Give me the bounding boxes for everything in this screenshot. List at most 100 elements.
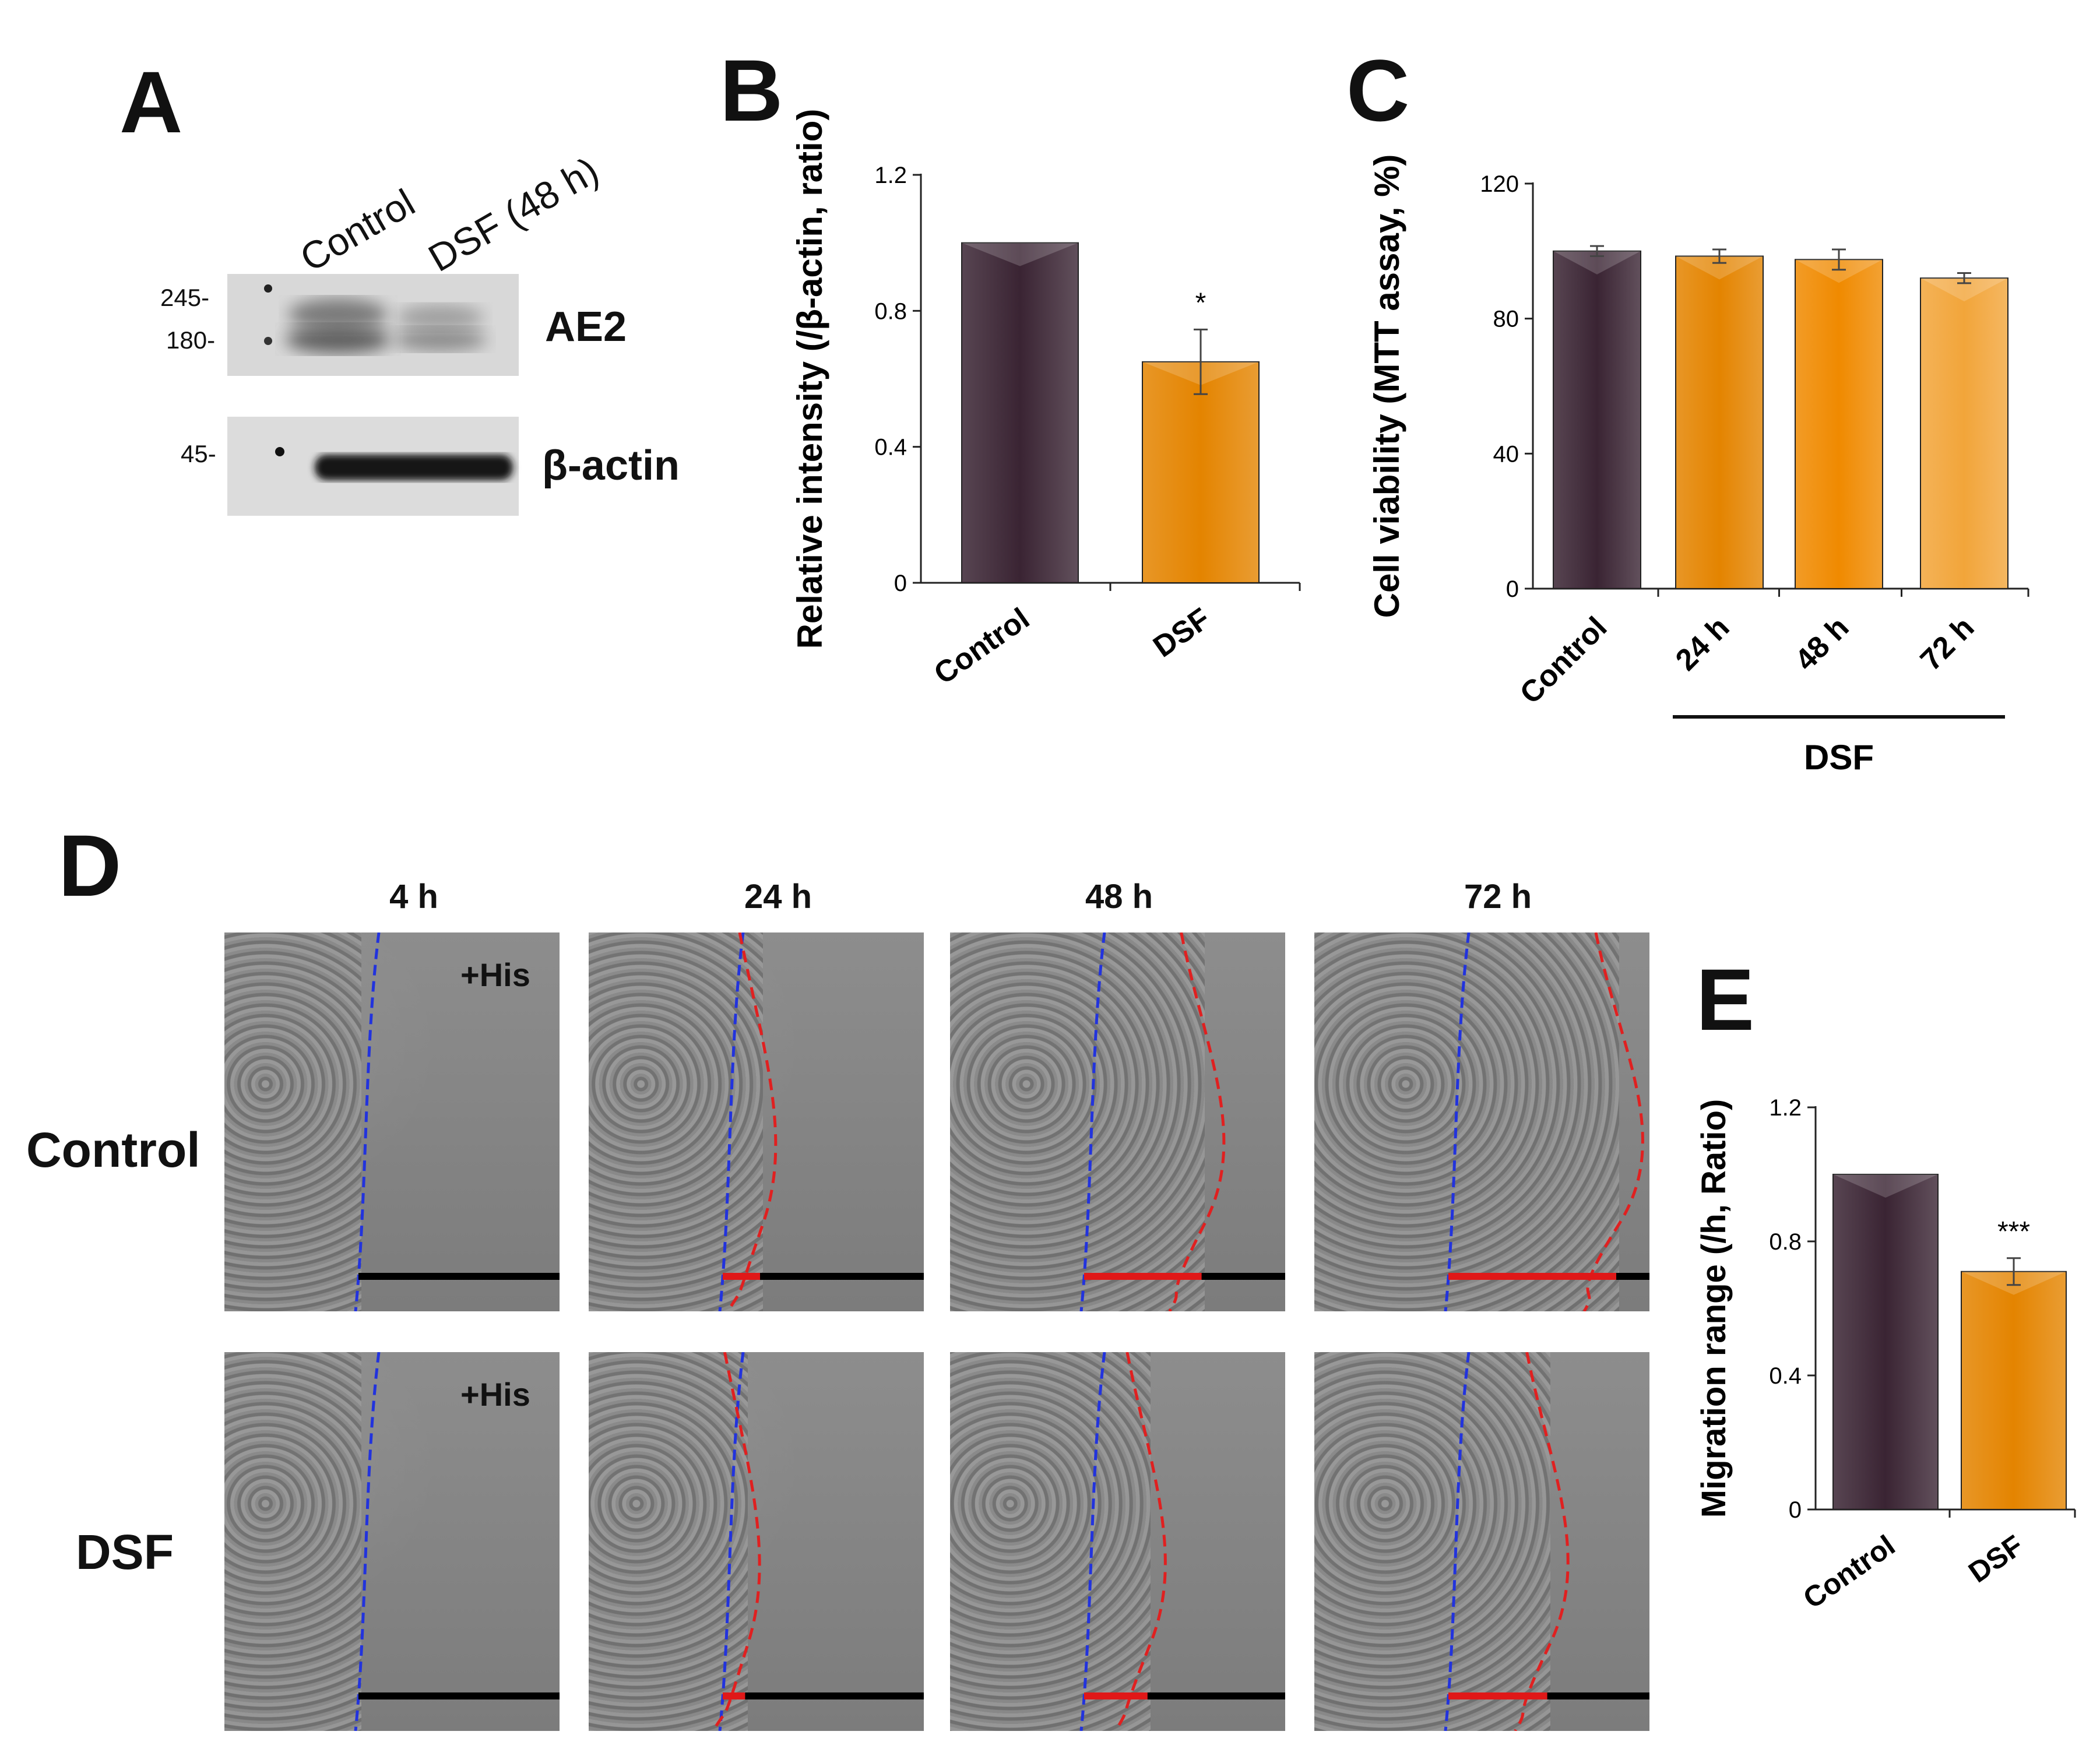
y-tick-label: 0.8 bbox=[874, 298, 907, 324]
start-edge-line bbox=[718, 932, 745, 1311]
time-header-72h: 72 h bbox=[1464, 878, 1532, 916]
wound-overlay bbox=[712, 1352, 924, 1731]
bar bbox=[1142, 361, 1260, 583]
wound-overlay bbox=[1079, 932, 1285, 1311]
y-tick-label: 0.4 bbox=[874, 435, 907, 460]
category-label: Control bbox=[1514, 610, 1614, 710]
y-tick-label: 0 bbox=[894, 571, 907, 596]
chart-b: 0 0.4 0.8 1.2 Relative intensity (/β-actin, … bbox=[790, 109, 1301, 691]
time-header-24h: 24 h bbox=[744, 878, 812, 916]
bar bbox=[1675, 255, 1764, 590]
panel-label-e: E bbox=[1696, 951, 1755, 1048]
his-label-control: +His bbox=[460, 956, 530, 993]
cell-layer bbox=[589, 1352, 748, 1731]
micrograph-dsf-3 bbox=[1314, 1352, 1649, 1731]
category-label: 48 h bbox=[1789, 610, 1856, 677]
y-tick-label: 0 bbox=[1506, 576, 1519, 602]
wound-overlay bbox=[354, 932, 560, 1311]
significance-mark: *** bbox=[1997, 1216, 2030, 1247]
time-header-4h: 4 h bbox=[389, 878, 438, 916]
micrograph-control-0 bbox=[224, 932, 560, 1311]
y-tick-label: 0.8 bbox=[1769, 1229, 1802, 1255]
y-tick-label: 120 bbox=[1480, 171, 1519, 197]
y-tick-label: 0.4 bbox=[1769, 1363, 1802, 1389]
panel-label-d: D bbox=[58, 817, 122, 914]
y-axis-label: Relative intensity (/β-actin, ratio) bbox=[790, 109, 829, 649]
lane-label-control: Control bbox=[293, 180, 422, 280]
lane-label-dsf: DSF (48 h) bbox=[421, 148, 606, 280]
y-axis-label: Migration range (/h, Ratio) bbox=[1695, 1099, 1733, 1518]
group-label: DSF bbox=[1804, 738, 1874, 777]
start-edge-line bbox=[1444, 932, 1471, 1311]
start-edge-line bbox=[354, 932, 381, 1311]
cell-layer bbox=[224, 932, 361, 1311]
migration-front-line bbox=[1582, 932, 1644, 1311]
category-label: Control bbox=[1798, 1529, 1901, 1615]
wound-overlay bbox=[1079, 1352, 1285, 1731]
start-edge-line bbox=[1079, 932, 1106, 1311]
y-tick-label: 80 bbox=[1493, 307, 1519, 332]
start-edge-line bbox=[1444, 1352, 1471, 1731]
blot-images bbox=[227, 274, 519, 516]
micrograph-dsf-2 bbox=[950, 1352, 1285, 1731]
start-edge-line bbox=[354, 1352, 381, 1731]
time-header-48h: 48 h bbox=[1085, 878, 1153, 916]
migration-front-line bbox=[726, 932, 778, 1311]
y-axis-label: Cell viability (MTT assay, %) bbox=[1367, 154, 1406, 618]
row-label-control: Control bbox=[26, 1122, 200, 1177]
micrograph-control-3 bbox=[1314, 932, 1649, 1311]
chart-c: 0 40 80 120 Cell viability (MTT assay, %) Con… bbox=[1367, 154, 2029, 777]
category-label: 24 h bbox=[1669, 610, 1736, 677]
cell-layer bbox=[950, 1352, 1151, 1731]
migration-front-line bbox=[712, 1352, 761, 1731]
migration-front-line bbox=[1168, 932, 1226, 1311]
migration-front-line bbox=[1514, 1352, 1570, 1731]
panel-label-a: A bbox=[119, 53, 183, 151]
cell-layer bbox=[1314, 1352, 1550, 1731]
wound-overlay bbox=[354, 1352, 560, 1731]
category-label: DSF bbox=[1147, 601, 1216, 664]
bar-bevel bbox=[1676, 256, 1763, 280]
micrograph-dsf-1 bbox=[589, 1352, 924, 1731]
bar-bevel bbox=[1833, 1174, 1938, 1198]
wound-overlay bbox=[718, 932, 924, 1311]
category-label: DSF bbox=[1962, 1529, 2029, 1589]
chart-e: 0 0.4 0.8 1.2 Migration range (/h, Ratio) Con… bbox=[1695, 1095, 2076, 1615]
wound-overlay bbox=[1444, 1352, 1649, 1731]
micrograph-control-1 bbox=[589, 932, 924, 1311]
bar bbox=[1553, 250, 1641, 590]
marker-245: 245- bbox=[160, 284, 210, 311]
bar-bevel bbox=[1553, 251, 1641, 275]
bar bbox=[1795, 259, 1883, 589]
bar bbox=[1961, 1271, 2067, 1510]
micrograph-control-2 bbox=[950, 932, 1285, 1311]
cell-layer bbox=[1314, 932, 1619, 1311]
marker-180: 180- bbox=[166, 326, 216, 354]
micrograph-dsf-0 bbox=[224, 1352, 560, 1731]
panel-label-c: C bbox=[1346, 41, 1410, 139]
label-ae2: AE2 bbox=[545, 304, 627, 350]
category-label: 72 h bbox=[1914, 610, 1981, 677]
label-beta-actin: β-actin bbox=[542, 442, 680, 489]
cell-layer bbox=[224, 1352, 361, 1731]
bar-bevel bbox=[1920, 278, 2008, 302]
category-label: Control bbox=[928, 601, 1036, 691]
panel-label-b: B bbox=[720, 41, 783, 139]
bar bbox=[1920, 277, 2008, 589]
his-label-dsf: +His bbox=[460, 1376, 530, 1413]
marker-45: 45- bbox=[181, 440, 216, 467]
y-tick-label: 1.2 bbox=[874, 163, 907, 188]
wound-overlay bbox=[1444, 932, 1649, 1311]
migration-front-line bbox=[1114, 1352, 1167, 1731]
start-edge-line bbox=[718, 1352, 745, 1731]
bar bbox=[961, 242, 1079, 583]
significance-mark: * bbox=[1195, 287, 1206, 318]
row-label-dsf: DSF bbox=[76, 1525, 174, 1579]
start-edge-line bbox=[1079, 1352, 1106, 1731]
bar-bevel bbox=[962, 242, 1078, 266]
y-tick-label: 40 bbox=[1493, 441, 1519, 467]
y-tick-label: 0 bbox=[1789, 1497, 1802, 1523]
bar-bevel bbox=[1795, 259, 1883, 283]
cell-layer bbox=[950, 932, 1205, 1311]
y-tick-label: 1.2 bbox=[1769, 1095, 1802, 1121]
